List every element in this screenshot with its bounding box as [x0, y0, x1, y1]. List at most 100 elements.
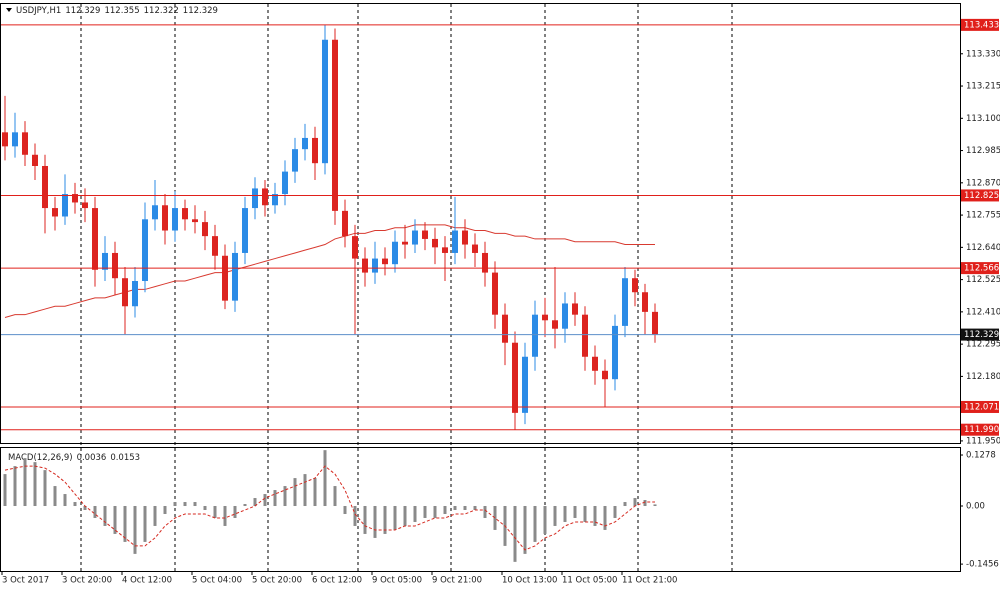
candle-body [142, 219, 148, 282]
header-value: 112.355 [104, 6, 139, 16]
macd-bar [463, 506, 467, 510]
signal-line [4, 465, 655, 551]
level-label: 113.433 [964, 20, 999, 30]
macd-bar [233, 506, 237, 518]
candle-body [512, 342, 518, 413]
candle-body [192, 219, 198, 223]
candle-body [542, 314, 548, 321]
candle-body [52, 208, 58, 217]
macd-bar [333, 486, 337, 507]
macd-bar [353, 506, 357, 526]
y-tick-label: 0.1278 [966, 451, 996, 461]
x-tick-label: 6 Oct 12:00 [312, 576, 362, 586]
candle-body [312, 137, 318, 164]
candle-body [362, 258, 368, 273]
y-tick-label: 112.640 [966, 243, 1000, 253]
macd-bar [593, 506, 597, 526]
candle-body [152, 205, 158, 220]
macd-bar [213, 506, 217, 518]
candle-body [42, 165, 48, 209]
macd-bar [293, 478, 297, 507]
candle-body [272, 194, 278, 206]
price-panel [0, 3, 961, 444]
macd-bar [113, 506, 117, 534]
y-tick-label: 112.755 [966, 211, 1000, 221]
macd-bar [173, 502, 177, 507]
y-tick-label: 112.180 [966, 372, 1000, 382]
header-value: 112.329 [65, 6, 100, 16]
candle-body [572, 303, 578, 315]
candle-body [232, 252, 238, 301]
macd-bar [363, 506, 367, 534]
macd-bar [13, 466, 17, 507]
candle-body [2, 132, 8, 147]
macd-bar [143, 506, 147, 542]
candle-body [322, 39, 328, 164]
macd-bar [643, 500, 647, 507]
x-tick-label: 11 Oct 05:00 [562, 576, 617, 586]
candle-body [582, 314, 588, 357]
candle-body [562, 303, 568, 329]
x-tick-label: 3 Oct 20:00 [62, 576, 112, 586]
candle-body [302, 137, 308, 150]
macd-bar [633, 498, 637, 507]
candle-body [262, 188, 268, 206]
macd-bar [613, 506, 617, 518]
macd-bar [33, 462, 37, 507]
macd-bar [243, 504, 247, 507]
y-tick-label: 113.100 [966, 114, 1000, 124]
macd-bar [133, 506, 137, 554]
header-value: 0.0153 [110, 453, 140, 463]
current-price-label: 112.329 [964, 330, 999, 340]
macd-bar [193, 502, 197, 507]
macd-bar [543, 506, 547, 534]
macd-bar [413, 506, 417, 522]
level-label-box [961, 189, 999, 202]
menu-arrow [6, 8, 12, 12]
macd-bar [73, 502, 77, 507]
macd-bar [443, 506, 447, 514]
moving-average [4, 224, 655, 318]
indicator-name: MACD(12,26,9) [8, 453, 73, 463]
macd-header: MACD(12,26,9) 0.0036 0.0153 [8, 453, 140, 463]
macd-bar [53, 486, 57, 507]
header-value: 0.0036 [77, 453, 107, 463]
y-tick-label: 112.870 [966, 178, 1000, 188]
candle-body [422, 230, 428, 239]
macd-bar [533, 506, 537, 542]
candle-body [592, 356, 598, 371]
candle-body [282, 171, 288, 195]
candle-body [642, 292, 648, 312]
macd-bar [483, 506, 487, 518]
header-value: 112.322 [144, 6, 179, 16]
candle-body [162, 205, 168, 231]
level-label: 112.566 [964, 264, 999, 274]
macd-bar [383, 506, 387, 534]
macd-bar [163, 506, 167, 514]
x-tick-label: 9 Oct 05:00 [372, 576, 422, 586]
candle-body [292, 149, 298, 172]
macd-bar [453, 506, 457, 510]
macd-bar [423, 506, 427, 518]
candle-body [12, 132, 18, 147]
macd-bar [523, 506, 527, 554]
x-tick-label: 5 Oct 04:00 [192, 576, 242, 586]
candle-body [402, 241, 408, 245]
x-tick-label: 4 Oct 12:00 [122, 576, 172, 586]
header-value: 112.329 [183, 6, 218, 16]
x-tick-label: 3 Oct 2017 [2, 576, 49, 586]
macd-bar [93, 506, 97, 518]
level-label-box [961, 423, 999, 436]
candle-body [342, 210, 348, 237]
level-label: 112.071 [964, 402, 999, 412]
macd-bar [343, 506, 347, 514]
y-tick-label: -0.1456 [966, 560, 999, 570]
macd-bar [313, 478, 317, 507]
candle-body [652, 311, 658, 335]
candle-body [482, 252, 488, 273]
macd-bar [63, 494, 67, 507]
candle-body [492, 272, 498, 315]
candle-body [122, 278, 128, 307]
